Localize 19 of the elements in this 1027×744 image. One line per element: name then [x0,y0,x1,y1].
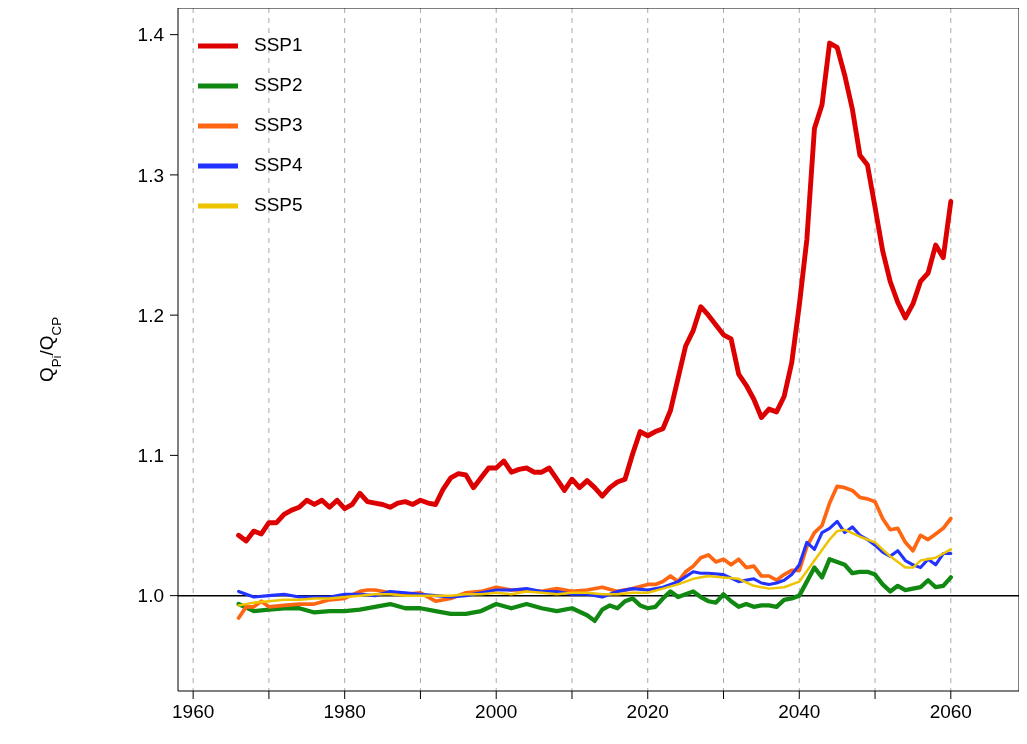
legend-label: SSP5 [254,194,303,216]
x-tick-label: 2000 [475,701,518,723]
y-tick-label: 1.2 [137,304,164,326]
x-tick-label: 2040 [778,701,821,723]
legend-label: SSP1 [254,34,303,56]
x-tick-label: 2020 [626,701,669,723]
y-tick-label: 1.0 [137,585,164,607]
legend-label: SSP2 [254,74,303,96]
legend-label: SSP3 [254,114,303,136]
y-tick-label: 1.1 [137,445,164,467]
y-tick-label: 1.3 [137,164,164,186]
x-tick-label: 1960 [172,701,215,723]
y-tick-label: 1.4 [137,24,165,46]
line-series [236,40,954,544]
line-series [236,557,953,624]
x-tick-label: 2060 [929,701,972,723]
line-series [237,528,953,607]
x-tick-label: 1980 [323,701,366,723]
legend-label: SSP4 [254,154,303,176]
